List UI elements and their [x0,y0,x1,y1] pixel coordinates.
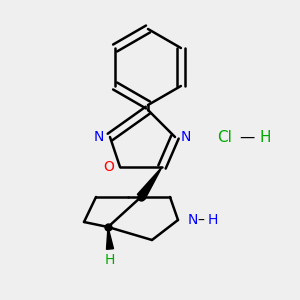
Text: —: — [239,130,255,145]
Text: O: O [103,160,114,174]
Text: N: N [188,213,198,227]
Text: H: H [208,213,218,227]
Text: H: H [105,253,115,267]
Text: –: – [198,214,204,228]
Text: H: H [259,130,271,145]
Polygon shape [106,227,113,249]
Text: N: N [181,130,191,144]
Text: N: N [94,130,104,144]
Polygon shape [137,167,162,200]
Text: Cl: Cl [218,130,232,145]
